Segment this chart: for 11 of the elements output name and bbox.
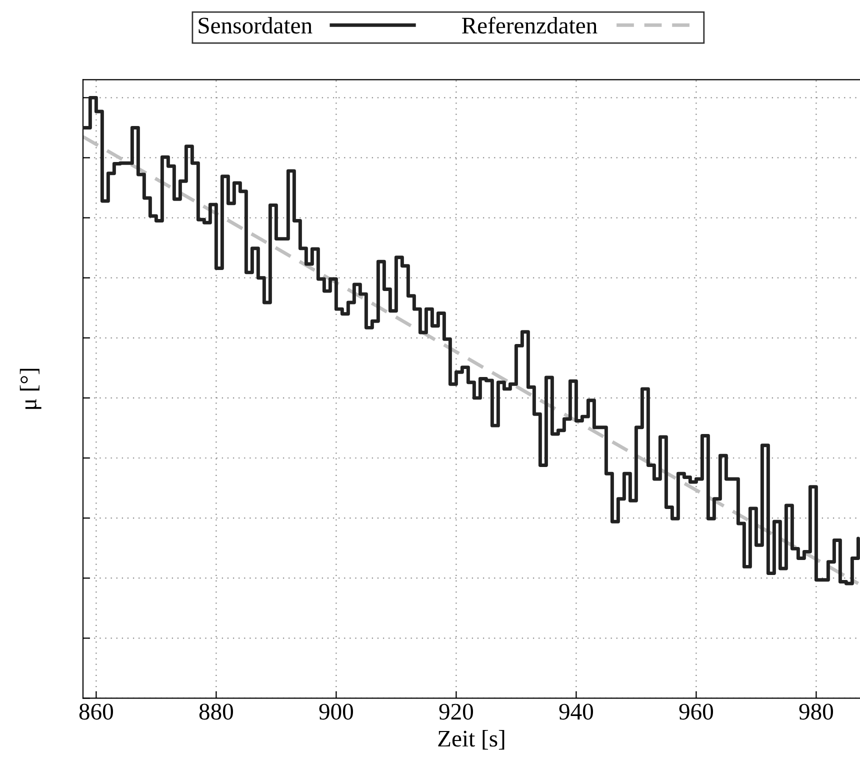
y-axis-title: μ [°] bbox=[20, 368, 42, 409]
legend-label: Referenzdaten bbox=[462, 16, 598, 34]
x-tick-label: 920 bbox=[439, 704, 474, 720]
x-tick-label: 900 bbox=[319, 704, 353, 720]
x-tick-label: 940 bbox=[559, 704, 594, 720]
x-tick-label: 980 bbox=[799, 704, 834, 720]
legend-label: Sensordaten bbox=[198, 16, 312, 34]
x-tick-label: 860 bbox=[79, 704, 113, 720]
x-tick-label: 880 bbox=[199, 704, 233, 720]
x-axis-title: Zeit [s] bbox=[438, 730, 504, 750]
x-tick-label: 960 bbox=[679, 704, 714, 720]
